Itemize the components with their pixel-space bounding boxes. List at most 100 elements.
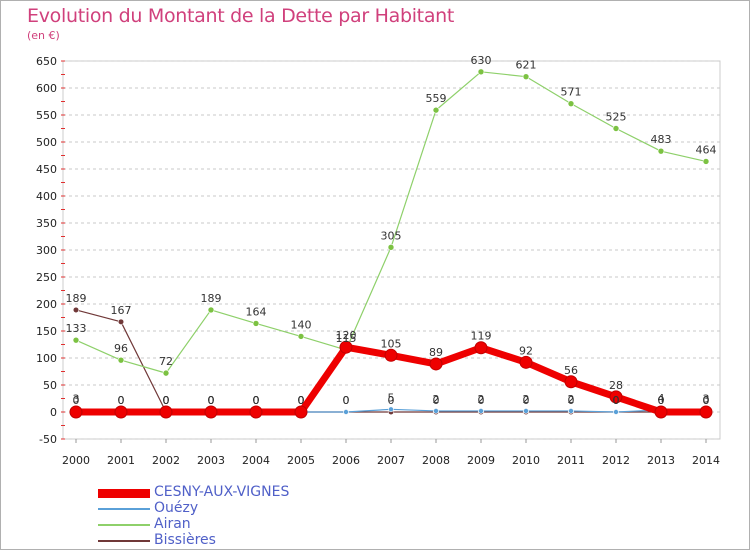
data-label-airan: 115 [336,332,357,345]
data-point-airan [207,306,215,314]
chart-title: Evolution du Montant de la Dette par Hab… [27,5,455,27]
data-label-airan: 72 [159,355,173,368]
data-label-bissi-res: 0 [163,394,170,407]
data-label-cesny-aux-vignes: 0 [253,394,260,407]
legend-label: Airan [154,516,191,532]
data-point-cesny-aux-vignes [519,355,533,369]
data-label-bissi-res: 0 [568,394,575,407]
data-label-bissi-res: 0 [343,394,350,407]
data-label-ou-zy: 3 [703,392,710,405]
data-point-cesny-aux-vignes [159,405,173,419]
data-point-airan [297,333,305,340]
data-point-cesny-aux-vignes [609,390,623,404]
y-tick-label: 550 [36,109,57,122]
data-label-cesny-aux-vignes: 0 [208,394,215,407]
data-label-ou-zy: 0 [298,394,305,407]
data-point-airan [432,106,440,114]
data-label-cesny-aux-vignes: 28 [609,379,623,392]
x-tick-label: 2012 [602,454,630,467]
data-label-bissi-res: 0 [208,394,215,407]
legend-label: CESNY-AUX-VIGNES [154,484,290,500]
data-label-airan: 96 [114,342,128,355]
y-tick-label: 250 [36,271,57,284]
data-point-cesny-aux-vignes [294,405,308,419]
data-point-ou-zy [343,409,349,415]
data-label-ou-zy: 0 [343,394,350,407]
data-point-cesny-aux-vignes [699,405,713,419]
y-tick-label: 600 [36,82,57,95]
data-point-ou-zy [433,408,439,414]
data-label-ou-zy: 0 [208,394,215,407]
data-point-airan [252,320,260,327]
data-label-cesny-aux-vignes: 0 [658,394,665,407]
legend-label: Ouézy [154,500,199,516]
data-label-airan: 189 [201,292,222,305]
data-label-cesny-aux-vignes: 0 [73,394,80,407]
data-point-ou-zy [613,409,619,415]
x-tick-label: 2003 [197,454,225,467]
y-tick-label: 50 [43,379,57,392]
data-label-cesny-aux-vignes: 56 [564,364,578,377]
data-point-cesny-aux-vignes [339,340,353,354]
x-tick-label: 2008 [422,454,450,467]
data-label-ou-zy: 2 [523,393,530,406]
y-tick-label: 450 [36,163,57,176]
x-tick-label: 2010 [512,454,540,467]
data-point-airan [612,125,620,132]
data-label-bissi-res: 0 [478,394,485,407]
chart-subtitle: (en €) [27,29,60,42]
data-point-cesny-aux-vignes [429,357,443,371]
data-point-bissi-res [72,306,80,314]
data-label-ou-zy: 2 [478,393,485,406]
data-label-airan: 305 [381,229,402,242]
data-label-ou-zy: 2 [568,393,575,406]
data-point-bissi-res [117,318,125,325]
data-point-airan [387,244,395,251]
x-tick-label: 2000 [62,454,90,467]
y-tick-label: 350 [36,217,57,230]
data-label-airan: 464 [696,143,717,156]
data-point-cesny-aux-vignes [249,405,263,419]
data-point-cesny-aux-vignes [114,405,128,419]
data-label-ou-zy: 0 [253,394,260,407]
legend-label: Bissières [154,532,216,548]
data-point-airan [477,68,485,76]
data-label-ou-zy: 0 [163,394,170,407]
data-point-cesny-aux-vignes [204,405,218,419]
data-label-cesny-aux-vignes: 0 [118,394,125,407]
legend-swatch [98,488,150,498]
data-point-ou-zy [523,408,529,414]
data-point-airan [702,158,710,165]
data-label-cesny-aux-vignes: 0 [703,394,710,407]
x-tick-label: 2006 [332,454,360,467]
data-label-cesny-aux-vignes: 105 [381,337,402,350]
data-label-bissi-res: 0 [658,394,665,407]
data-label-cesny-aux-vignes: 119 [471,330,492,343]
data-point-cesny-aux-vignes [69,405,83,419]
x-tick-label: 2014 [692,454,720,467]
legend-swatch [98,540,150,542]
legend-swatch [98,508,150,510]
data-point-cesny-aux-vignes [654,405,668,419]
data-label-airan: 133 [66,322,87,335]
data-label-bissi-res: 167 [111,304,132,317]
data-label-bissi-res: 0 [253,394,260,407]
data-label-cesny-aux-vignes: 120 [336,329,357,342]
data-label-airan: 571 [561,86,582,99]
data-label-cesny-aux-vignes: 92 [519,344,533,357]
y-tick-label: 650 [36,55,57,68]
data-label-bissi-res: 0 [613,394,620,407]
data-label-bissi-res: 0 [703,394,710,407]
y-tick-label: 150 [36,325,57,338]
data-point-ou-zy [388,406,394,413]
data-point-ou-zy [568,408,574,414]
y-tick-label: 300 [36,244,57,257]
legend-swatch [98,524,150,526]
data-label-bissi-res: 0 [298,394,305,407]
y-tick-label: 100 [36,352,57,365]
data-label-airan: 525 [606,111,627,124]
data-label-airan: 621 [516,59,537,72]
data-label-ou-zy: 2 [433,393,440,406]
data-point-cesny-aux-vignes [474,341,488,355]
